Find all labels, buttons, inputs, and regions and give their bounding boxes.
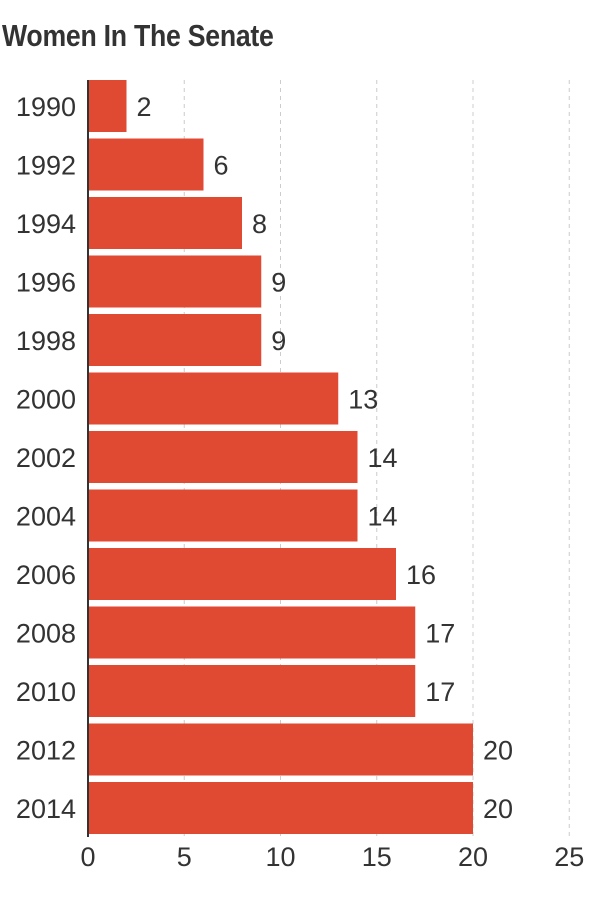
bar — [88, 723, 473, 776]
bar — [88, 431, 358, 483]
category-label: 2014 — [16, 794, 76, 824]
category-label: 2004 — [16, 502, 76, 532]
value-label: 2 — [137, 92, 152, 122]
category-label: 1996 — [16, 268, 76, 298]
x-tick-label: 0 — [80, 842, 95, 872]
category-label: 2000 — [16, 385, 76, 415]
category-label: 1994 — [16, 209, 76, 239]
category-label: 1990 — [16, 92, 76, 122]
category-label: 2002 — [16, 443, 76, 473]
category-label: 1998 — [16, 326, 76, 356]
category-label: 2012 — [16, 736, 76, 766]
x-tick-label: 20 — [458, 842, 488, 872]
value-label: 17 — [425, 677, 455, 707]
bar — [88, 197, 242, 249]
x-tick-label: 15 — [362, 842, 392, 872]
value-label: 9 — [271, 326, 286, 356]
category-label: 2006 — [16, 560, 76, 590]
x-tick-label: 10 — [265, 842, 295, 872]
value-label: 6 — [214, 151, 229, 181]
bar — [88, 314, 262, 366]
bars — [88, 80, 473, 834]
x-tick-label: 25 — [554, 842, 584, 872]
value-label: 20 — [483, 736, 513, 766]
x-axis-ticks: 0 5 10 15 20 25 — [80, 842, 584, 872]
bar — [88, 372, 339, 425]
category-label: 1992 — [16, 151, 76, 181]
bar — [88, 489, 358, 542]
value-label: 20 — [483, 794, 513, 824]
value-label: 16 — [406, 560, 436, 590]
value-label: 14 — [368, 443, 398, 473]
value-label: 9 — [271, 268, 286, 298]
value-label: 14 — [368, 502, 398, 532]
bar — [88, 665, 416, 717]
bar — [88, 80, 127, 132]
bar — [88, 255, 262, 308]
category-labels: 1990 1992 1994 1996 1998 2000 2002 2004 2006 2008… — [16, 92, 76, 824]
value-label: 17 — [425, 619, 455, 649]
value-label: 13 — [348, 385, 378, 415]
chart-title: Women In The Senate — [2, 18, 274, 53]
bar — [88, 606, 416, 659]
bar — [88, 548, 396, 600]
bar — [88, 782, 473, 834]
x-tick-label: 5 — [177, 842, 192, 872]
bar — [88, 138, 204, 191]
value-label: 8 — [252, 209, 267, 239]
category-label: 2010 — [16, 677, 76, 707]
category-label: 2008 — [16, 619, 76, 649]
